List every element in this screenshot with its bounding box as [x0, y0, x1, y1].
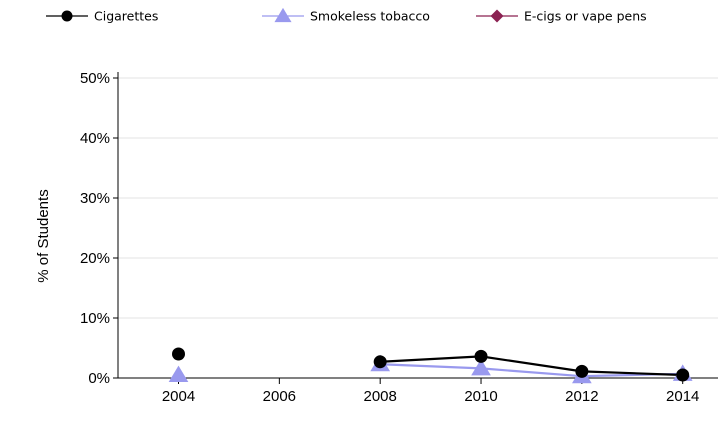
- series-line-2: [380, 363, 683, 378]
- data-point: [676, 368, 690, 382]
- series-layer: [168, 347, 693, 384]
- legend-label: Smokeless tobacco: [310, 9, 430, 24]
- data-point: [474, 349, 488, 363]
- data-point: [373, 355, 387, 369]
- legend: Cigarettes Smokeless tobacco E-cigs or vap…: [46, 7, 647, 24]
- x-tick-label: 2010: [464, 388, 497, 405]
- legend-label: E-cigs or vape pens: [524, 9, 647, 24]
- data-point: [471, 359, 491, 376]
- legend-marker: [274, 7, 292, 23]
- x-tick-label: 2012: [565, 388, 598, 405]
- y-axis-title: % of Students: [35, 189, 52, 282]
- axes: 0% 10% 20% 30% 40% 50% 2004 2006 2008 2010 2012 201…: [80, 70, 718, 405]
- y-tick-label: 50%: [80, 70, 110, 87]
- y-tick-label: 20%: [80, 250, 110, 267]
- legend-label: Cigarettes: [94, 9, 158, 24]
- x-tick-label: 2004: [162, 388, 195, 405]
- data-point: [575, 364, 589, 378]
- grid: [118, 77, 718, 379]
- x-tick-label: 2006: [263, 388, 296, 405]
- data-point: [172, 347, 186, 361]
- y-tick-label: 30%: [80, 190, 110, 207]
- data-point: [168, 365, 189, 383]
- x-tick-label: 2008: [363, 388, 396, 405]
- series-line-1: [380, 355, 683, 377]
- y-tick-label: 10%: [80, 310, 110, 327]
- legend-marker: [61, 10, 73, 22]
- legend-marker: [490, 9, 504, 23]
- x-tick-label: 2014: [666, 388, 699, 405]
- y-tick-label: 0%: [88, 370, 110, 387]
- y-tick-label: 40%: [80, 130, 110, 147]
